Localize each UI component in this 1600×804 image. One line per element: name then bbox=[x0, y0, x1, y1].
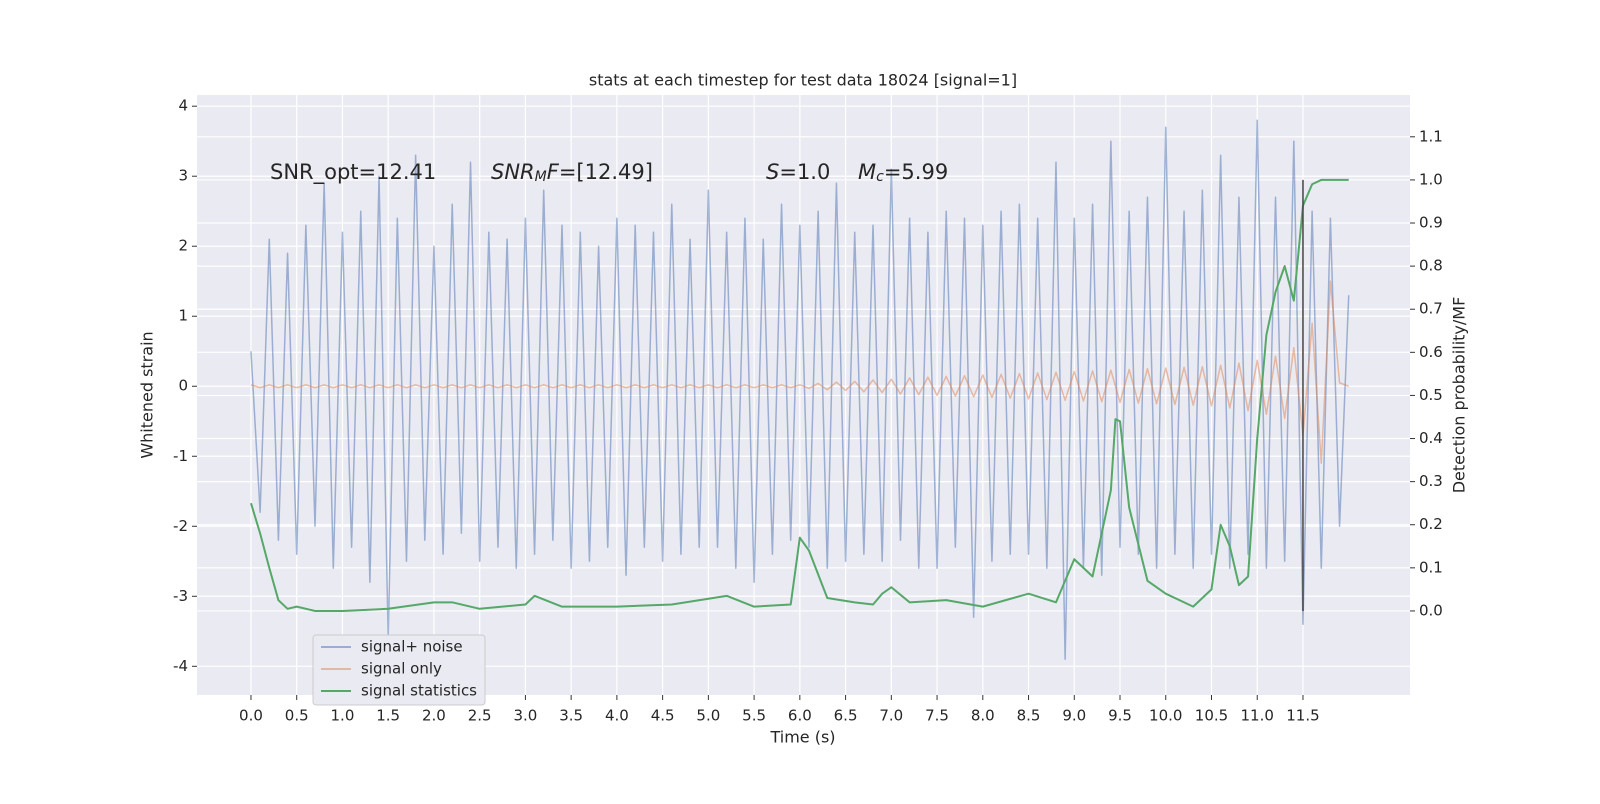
x-tick-label: 4.0 bbox=[605, 707, 629, 725]
y-tick-label: 1 bbox=[178, 307, 188, 325]
y-tick-label: -2 bbox=[173, 517, 188, 535]
annotation-part: =1.0 bbox=[779, 160, 830, 184]
x-tick-label: 10.5 bbox=[1195, 707, 1228, 725]
annotation-part: SNR_opt=12.41 bbox=[270, 160, 436, 185]
annotation-part: F bbox=[547, 160, 560, 184]
annotation-part: =5.99 bbox=[884, 160, 948, 184]
x-tick-label: 2.0 bbox=[422, 707, 446, 725]
y-tick-label: 0 bbox=[178, 377, 188, 395]
chart-title: stats at each timestep for test data 180… bbox=[589, 71, 1017, 90]
x-tick-label: 5.5 bbox=[742, 707, 766, 725]
y2-tick-label: 0.8 bbox=[1419, 257, 1443, 275]
y2-axis-label: Detection probability/MF bbox=[1450, 297, 1469, 494]
annotation-part: M bbox=[858, 160, 876, 184]
y-axis-label: Whitened strain bbox=[138, 331, 157, 458]
x-tick-label: 8.5 bbox=[1017, 707, 1041, 725]
x-tick-label: 6.0 bbox=[788, 707, 812, 725]
x-tick-label: 1.0 bbox=[331, 707, 355, 725]
x-tick-label: 9.0 bbox=[1062, 707, 1086, 725]
y2-tick-label: 1.1 bbox=[1419, 127, 1443, 145]
y-tick-label: 3 bbox=[178, 167, 188, 185]
y2-tick-label: 0.9 bbox=[1419, 214, 1443, 232]
x-tick-label: 11.5 bbox=[1286, 707, 1319, 725]
x-tick-label: 0.0 bbox=[239, 707, 263, 725]
annotation-part: M bbox=[535, 169, 547, 185]
y2-tick-label: 1.0 bbox=[1419, 170, 1443, 188]
legend-box bbox=[312, 634, 486, 706]
y-tick-label: 2 bbox=[178, 237, 188, 255]
annotation: S=1.0 bbox=[766, 160, 830, 184]
x-tick-label: 3.5 bbox=[559, 707, 583, 725]
legend-label: signal statistics bbox=[361, 682, 477, 700]
x-tick-label: 1.5 bbox=[376, 707, 400, 725]
y2-tick-label: 0.7 bbox=[1419, 300, 1443, 318]
annotation: SNR_opt=12.41 bbox=[270, 160, 436, 185]
x-tick-label: 7.5 bbox=[925, 707, 949, 725]
y2-tick-label: 0.6 bbox=[1419, 343, 1443, 361]
x-tick-label: 7.0 bbox=[879, 707, 903, 725]
x-tick-label: 5.0 bbox=[696, 707, 720, 725]
annotation: SNRMF=[12.49] bbox=[491, 160, 653, 185]
y-tick-label: 4 bbox=[178, 97, 188, 115]
x-tick-label: 0.5 bbox=[285, 707, 309, 725]
annotation-part: SNR bbox=[491, 160, 535, 184]
series-line bbox=[250, 280, 1349, 465]
x-tick-label: 2.5 bbox=[468, 707, 492, 725]
x-tick-label: 10.0 bbox=[1149, 707, 1182, 725]
y2-tick-label: 0.2 bbox=[1419, 515, 1443, 533]
x-tick-label: 6.5 bbox=[834, 707, 858, 725]
series-line bbox=[250, 178, 1349, 612]
x-tick-label: 11.0 bbox=[1241, 707, 1274, 725]
y2-tick-label: 0.1 bbox=[1419, 558, 1443, 576]
y2-tick-label: 0.5 bbox=[1419, 386, 1443, 404]
x-tick-label: 8.0 bbox=[971, 707, 995, 725]
annotation-part: c bbox=[876, 169, 884, 185]
annotation-part: S bbox=[766, 160, 779, 184]
legend-label: signal only bbox=[361, 660, 442, 678]
x-tick-label: 3.0 bbox=[513, 707, 537, 725]
y-tick-label: -3 bbox=[173, 587, 188, 605]
x-axis-label: Time (s) bbox=[769, 728, 835, 747]
series-line bbox=[250, 119, 1350, 661]
y2-tick-label: 0.3 bbox=[1419, 472, 1443, 490]
y-tick-label: -4 bbox=[173, 657, 188, 675]
x-tick-label: 4.5 bbox=[651, 707, 675, 725]
legend-label: signal+ noise bbox=[361, 638, 463, 656]
annotation: Mc=5.99 bbox=[858, 160, 948, 185]
y2-tick-label: 0.4 bbox=[1419, 429, 1443, 447]
annotation-part: =[12.49] bbox=[559, 160, 653, 184]
y-tick-label: -1 bbox=[173, 447, 188, 465]
x-tick-label: 9.5 bbox=[1108, 707, 1132, 725]
y2-tick-label: 0.0 bbox=[1419, 601, 1443, 619]
